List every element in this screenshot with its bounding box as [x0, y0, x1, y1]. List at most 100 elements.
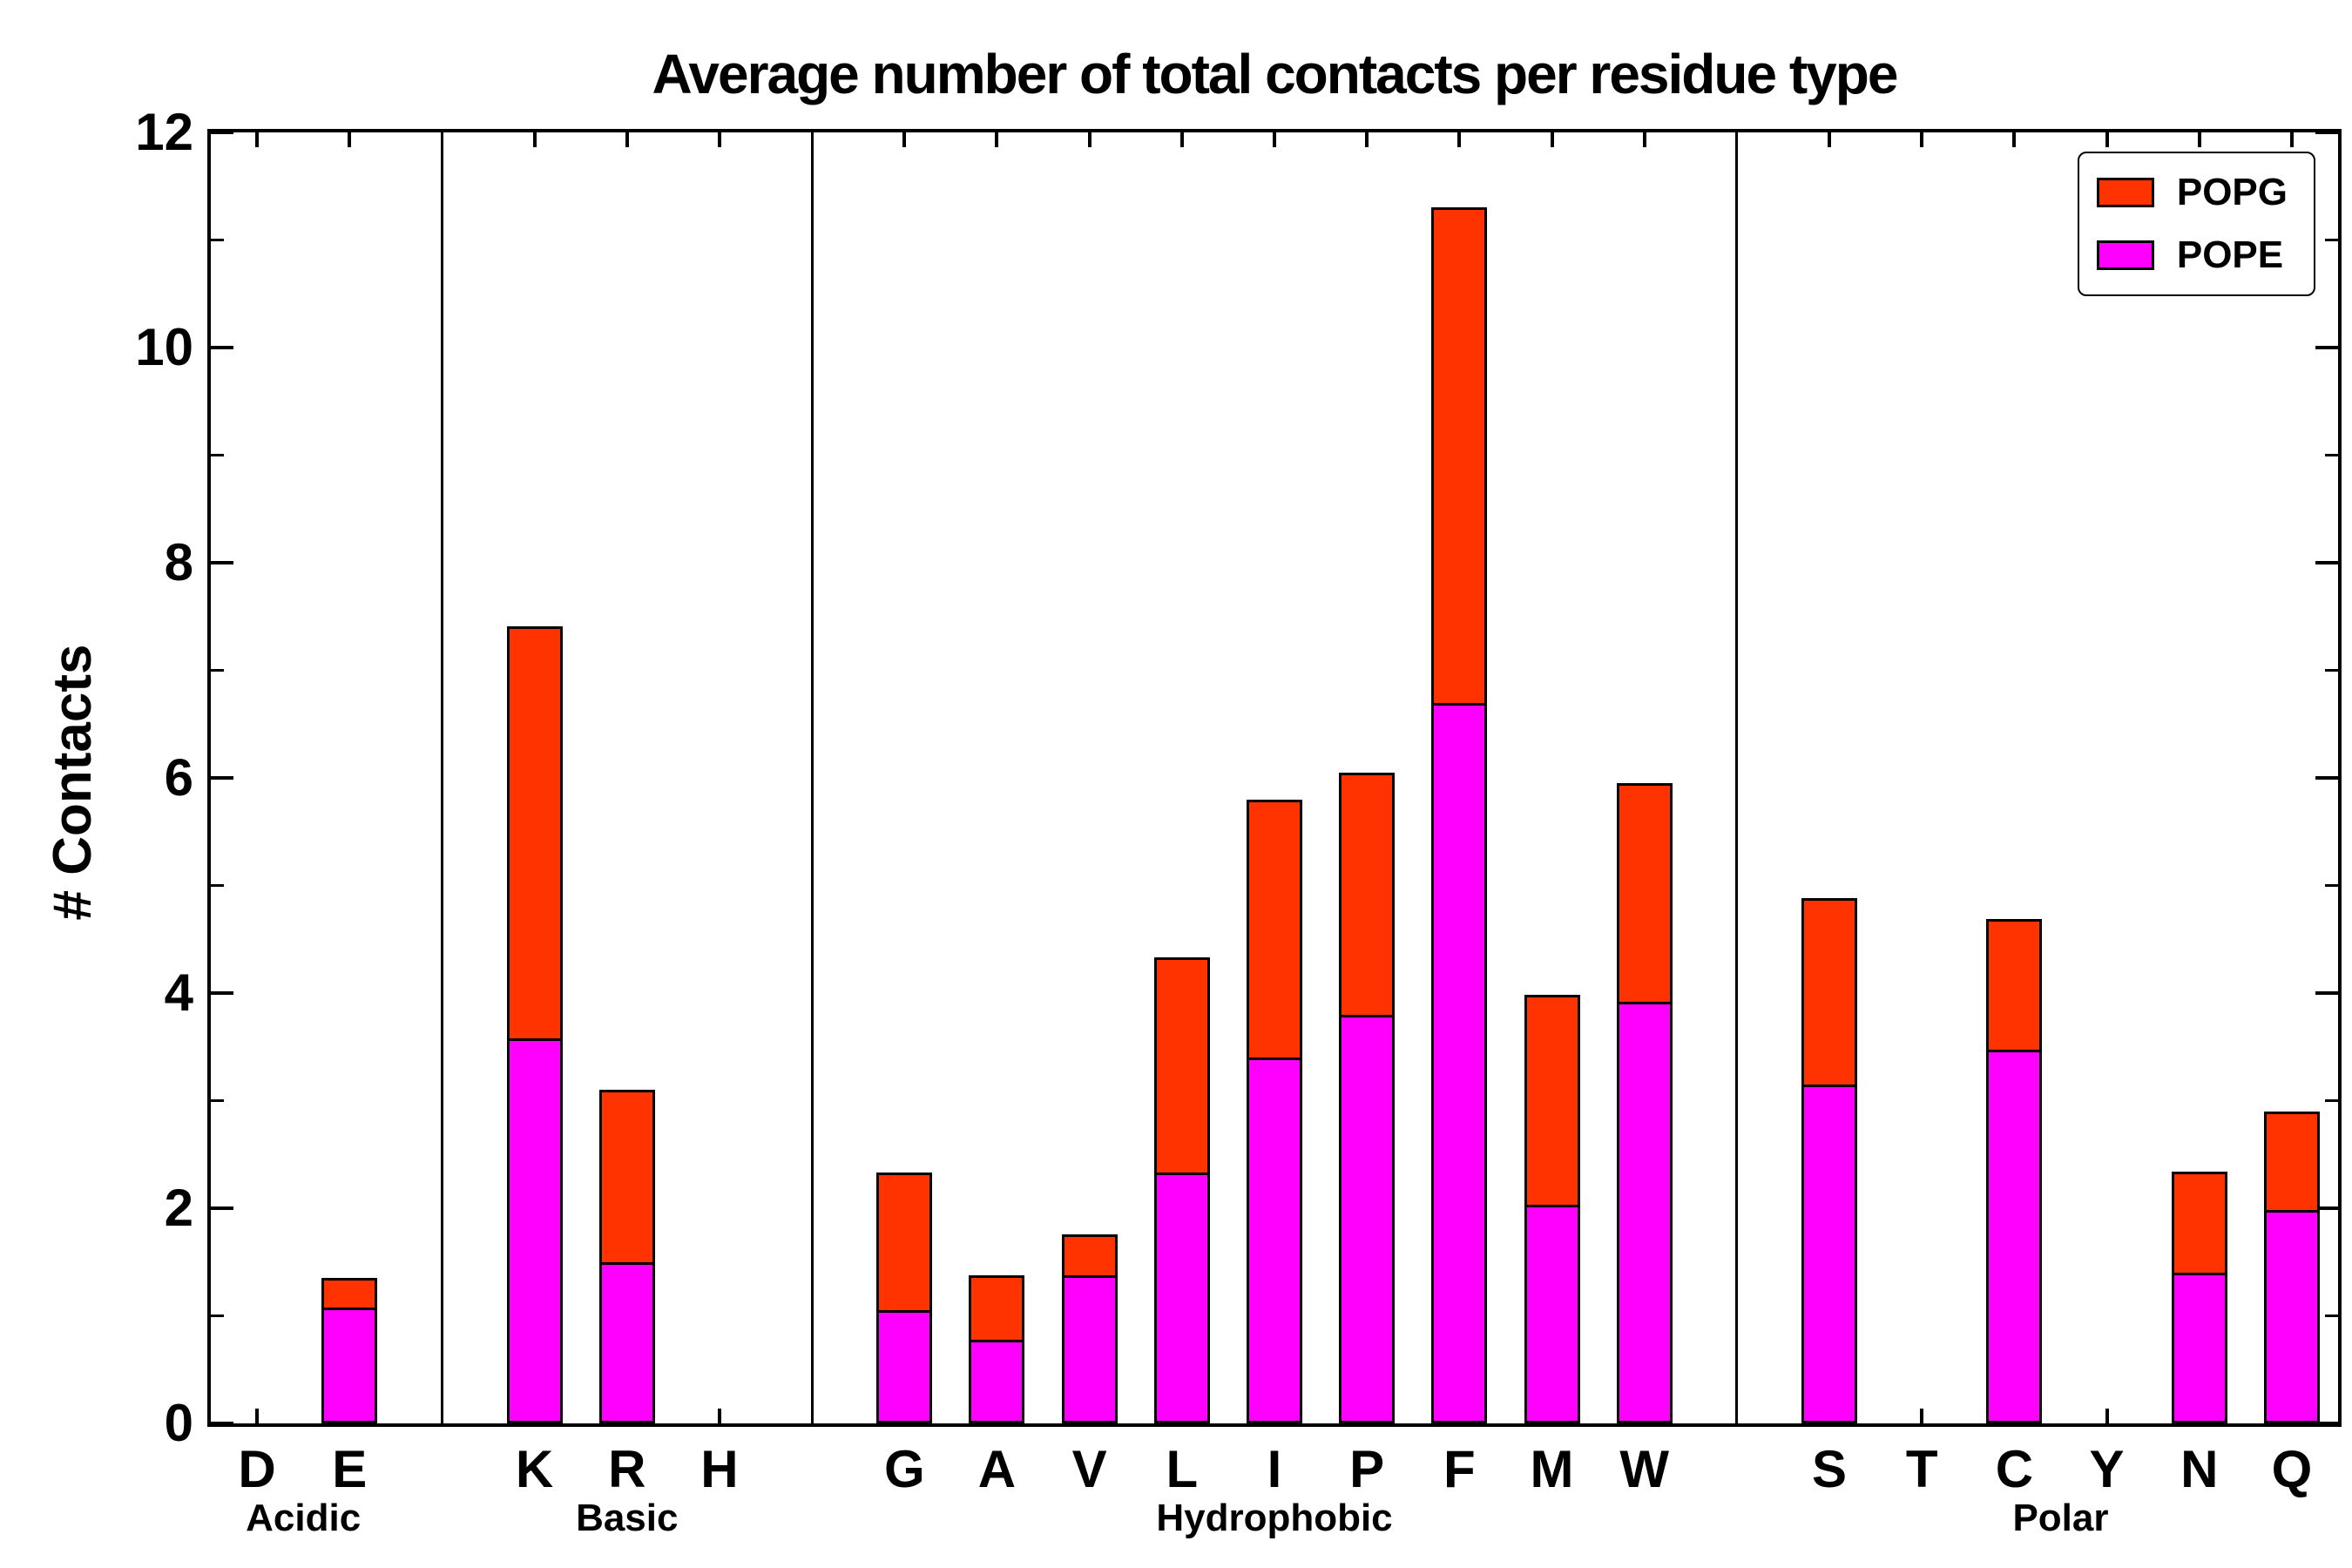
- x-category-label: M: [1530, 1440, 1574, 1498]
- x-category-label: R: [608, 1440, 646, 1498]
- y-tick-label: 4: [164, 963, 193, 1022]
- x-category-label: W: [1619, 1440, 1669, 1498]
- pope-color-swatch: [2096, 240, 2154, 270]
- y-tick-right: [2315, 991, 2338, 995]
- bar-pope-I: [1247, 1058, 1302, 1423]
- y-tick-right: [2325, 1315, 2338, 1317]
- x-tick-top: [1087, 132, 1092, 147]
- x-category-label: T: [1905, 1440, 1938, 1498]
- x-tick-top: [1642, 132, 1646, 147]
- bar-pope-P: [1339, 1014, 1396, 1423]
- x-group-label: Polar: [2012, 1497, 2109, 1539]
- x-tick-top: [1365, 132, 1369, 147]
- bar-pope-C: [1986, 1050, 2043, 1423]
- y-tick-left: [211, 884, 224, 887]
- y-tick-left: [211, 1206, 233, 1210]
- group-divider: [440, 132, 443, 1423]
- x-tick-top: [2105, 132, 2109, 147]
- bar-pope-K: [506, 1037, 563, 1423]
- x-category-label: Y: [2089, 1440, 2125, 1498]
- x-category-label: V: [1071, 1440, 1107, 1498]
- y-tick-right: [2315, 561, 2338, 564]
- x-category-label: G: [883, 1440, 925, 1498]
- group-divider: [1735, 132, 1739, 1423]
- x-tick-top: [2289, 132, 2294, 147]
- x-group-label: Hydrophobic: [1156, 1497, 1393, 1539]
- legend: POPG POPE: [2077, 152, 2315, 296]
- y-tick-left: [211, 239, 224, 241]
- x-category-label: H: [700, 1440, 739, 1498]
- bar-pope-Q: [2263, 1210, 2320, 1423]
- x-tick-top: [2197, 132, 2201, 147]
- x-tick-top: [532, 132, 537, 147]
- legend-item-popg: POPG: [2096, 171, 2288, 214]
- bar-pope-V: [1061, 1274, 1118, 1423]
- bar-popg-S: [1801, 898, 1858, 1087]
- x-category-label: P: [1349, 1440, 1385, 1498]
- legend-label-pope: POPE: [2176, 233, 2284, 276]
- bar-popg-N: [2171, 1172, 2227, 1276]
- bar-pope-S: [1801, 1084, 1858, 1423]
- x-category-label: C: [1995, 1440, 2034, 1498]
- x-tick-top: [995, 132, 999, 147]
- y-tick-left: [211, 346, 233, 349]
- bar-popg-M: [1524, 995, 1580, 1208]
- x-tick-bottom: [717, 1409, 721, 1423]
- y-tick-left: [211, 1422, 233, 1425]
- x-category-label: N: [2180, 1440, 2219, 1498]
- y-tick-left: [211, 776, 233, 780]
- legend-item-pope: POPE: [2096, 233, 2288, 277]
- bar-pope-R: [598, 1261, 655, 1423]
- x-tick-top: [1550, 132, 1554, 147]
- y-tick-left: [211, 454, 224, 456]
- x-category-label: L: [1166, 1440, 1199, 1498]
- x-category-label: D: [238, 1440, 276, 1498]
- x-category-label: I: [1267, 1440, 1282, 1498]
- legend-label-popg: POPG: [2176, 171, 2288, 213]
- x-category-label: Q: [2271, 1440, 2313, 1498]
- y-tick-right: [2325, 884, 2338, 887]
- y-tick-label: 8: [164, 533, 193, 591]
- bar-popg-W: [1616, 783, 1673, 1004]
- bar-popg-L: [1153, 957, 1210, 1176]
- x-tick-top: [1179, 132, 1184, 147]
- y-tick-right: [2325, 454, 2338, 456]
- x-tick-bottom: [1920, 1409, 1924, 1423]
- y-tick-label: 2: [164, 1179, 193, 1237]
- y-tick-right: [2325, 239, 2338, 241]
- bar-popg-R: [598, 1090, 655, 1265]
- y-tick-left: [211, 1099, 224, 1102]
- x-category-label: A: [977, 1440, 1017, 1498]
- bar-pope-G: [876, 1310, 933, 1423]
- y-tick-left: [211, 561, 233, 564]
- y-tick-left: [211, 131, 233, 134]
- x-tick-top: [255, 132, 260, 147]
- x-group-label: Basic: [576, 1497, 679, 1539]
- bar-pope-M: [1524, 1205, 1580, 1423]
- bar-popg-C: [1986, 918, 2043, 1053]
- bar-pope-F: [1431, 702, 1488, 1423]
- y-tick-left: [211, 1315, 224, 1317]
- y-tick-right: [2315, 131, 2338, 134]
- y-tick-right: [2325, 669, 2338, 672]
- bar-popg-P: [1339, 772, 1396, 1017]
- bar-pope-A: [969, 1339, 1025, 1423]
- y-tick-label: 12: [135, 103, 193, 161]
- x-tick-top: [2012, 132, 2017, 147]
- bar-pope-N: [2171, 1273, 2227, 1423]
- x-category-label: F: [1443, 1440, 1476, 1498]
- plot-area: POPG POPE: [207, 129, 2342, 1427]
- y-tick-right: [2315, 1206, 2338, 1210]
- bar-popg-V: [1061, 1233, 1118, 1278]
- x-tick-top: [902, 132, 907, 147]
- popg-color-swatch: [2096, 178, 2154, 207]
- y-tick-right: [2315, 776, 2338, 780]
- y-tick-left: [211, 991, 233, 995]
- x-tick-top: [1273, 132, 1276, 147]
- bar-popg-K: [506, 625, 563, 1041]
- x-tick-top: [717, 132, 721, 147]
- x-tick-top: [1457, 132, 1462, 147]
- bar-pope-E: [321, 1307, 378, 1423]
- y-tick-right: [2325, 1099, 2338, 1102]
